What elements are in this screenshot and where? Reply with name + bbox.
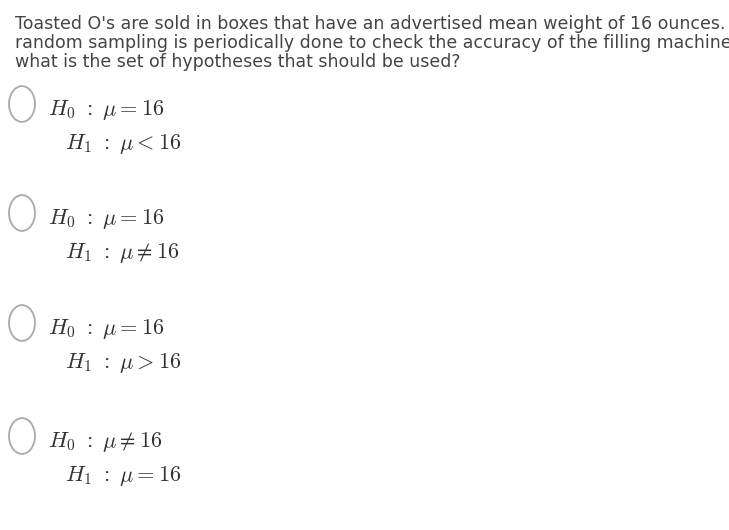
Text: $H_0\ :\ \mu \neq 16$: $H_0\ :\ \mu \neq 16$ [48, 430, 163, 454]
Text: $H_0\ :\ \mu = 16$: $H_0\ :\ \mu = 16$ [48, 207, 164, 231]
Text: $H_0\ :\ \mu = 16$: $H_0\ :\ \mu = 16$ [48, 317, 164, 341]
Text: $H_0\ :\ \mu = 16$: $H_0\ :\ \mu = 16$ [48, 98, 164, 122]
Text: Toasted O's are sold in boxes that have an advertised mean weight of 16 ounces. : Toasted O's are sold in boxes that have … [15, 15, 729, 33]
Text: what is the set of hypotheses that should be used?: what is the set of hypotheses that shoul… [15, 53, 461, 71]
Text: $H_1\ :\ \mu > 16$: $H_1\ :\ \mu > 16$ [65, 351, 182, 375]
Text: $H_1\ :\ \mu \neq 16$: $H_1\ :\ \mu \neq 16$ [65, 241, 179, 265]
Text: random sampling is periodically done to check the accuracy of the filling machin: random sampling is periodically done to … [15, 34, 729, 52]
Text: $H_1\ :\ \mu < 16$: $H_1\ :\ \mu < 16$ [65, 132, 182, 156]
Text: $H_1\ :\ \mu = 16$: $H_1\ :\ \mu = 16$ [65, 464, 182, 488]
